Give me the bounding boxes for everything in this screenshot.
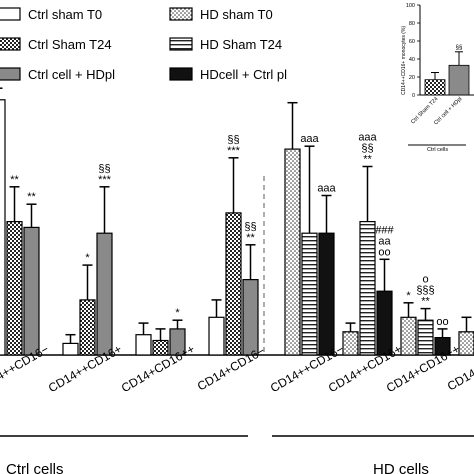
significance-mark: oo — [436, 316, 448, 328]
bar-hd-cells-cd14ppcd16p-hd-sham-t0 — [342, 331, 359, 356]
legend-label-hdcell-p-ctrl-pl: HDcell + Ctrl pl — [200, 67, 287, 82]
legend-label-ctrl-sham-t24: Ctrl Sham T24 — [28, 37, 112, 52]
inset-y-label: CD14++CD16+ monocytes (%) — [401, 26, 407, 95]
significance-mark: ** — [27, 191, 36, 203]
bar-ctrl-cells-cd14pcd16m-ctrl-cell-p-hdpl — [242, 279, 259, 356]
significance-mark: aa — [378, 235, 391, 247]
significance-mark: *** — [227, 145, 241, 157]
inset-y-tick-label: 60 — [409, 39, 415, 45]
legend-label-hd-sham-t24: HD Sham T24 — [200, 37, 282, 52]
legend-label-ctrl-sham-t0: Ctrl sham T0 — [28, 7, 102, 22]
significance-mark: §§ — [227, 134, 239, 146]
bar-hd-cells-cd14ppcd16m-hd-sham-t24 — [301, 232, 318, 356]
bar-ctrl-cells-cd14pcd16pp-ctrl-sham-t24 — [152, 339, 169, 356]
legend-swatch-ctrl-cell-p-hdpl — [0, 67, 21, 81]
significance-mark: * — [85, 252, 90, 264]
inset-bar-ctrl-cell-p-hdpl — [448, 64, 470, 96]
significance-mark: ### — [375, 224, 394, 236]
inset-bar-ctrl-sham-t24 — [424, 79, 446, 96]
group-label-ctrl: Ctrl cells — [6, 461, 64, 474]
bar-hd-cells-cd14pcd16m-hd-sham-t0 — [458, 331, 474, 356]
significance-mark: ** — [10, 174, 19, 186]
legend-label-ctrl-cell-p-hdpl: Ctrl cell + HDpl — [28, 67, 115, 82]
bar-ctrl-cells-cd14ppcd16m-ctrl-sham-t24 — [6, 221, 23, 356]
inset-significance-mark: §§ — [456, 45, 463, 51]
significance-mark: §§ — [361, 143, 373, 155]
group-label-hd: HD cells — [373, 461, 429, 474]
significance-mark: §§§ — [416, 285, 434, 297]
inset-y-tick-label: 100 — [406, 3, 415, 9]
significance-mark: oo — [378, 246, 390, 258]
significance-mark: ** — [246, 232, 255, 244]
significance-mark: *** — [98, 174, 112, 186]
significance-mark: ** — [363, 154, 372, 166]
bar-hd-cells-cd14ppcd16m-hdcell-p-ctrl-pl — [318, 232, 335, 356]
bar-ctrl-cells-cd14ppcd16p-ctrl-cell-p-hdpl — [96, 232, 113, 356]
significance-mark: o — [422, 274, 428, 286]
inset-y-tick-label: 40 — [409, 57, 415, 63]
inset-y-tick-label: 0 — [412, 93, 415, 99]
significance-mark: aaa — [300, 133, 319, 145]
bar-ctrl-cells-cd14ppcd16m-ctrl-cell-p-hdpl — [23, 226, 40, 356]
significance-mark: §§ — [244, 221, 256, 233]
annotations-layer: *****§§****§§***§§**aaaaaaaaa§§**###aaoo… — [10, 132, 448, 328]
legend-swatch-hd-sham-t0 — [169, 7, 193, 21]
legend-swatch-hd-sham-t24 — [169, 37, 193, 51]
bars-layer — [0, 87, 474, 356]
significance-mark: §§ — [98, 163, 110, 175]
bar-ctrl-cells-cd14ppcd16m-ctrl-sham-t0 — [0, 99, 6, 356]
significance-mark: aaa — [317, 183, 336, 195]
significance-mark: * — [175, 307, 180, 319]
inset-y-tick-label: 20 — [409, 75, 415, 81]
legend-swatch-hdcell-p-ctrl-pl — [169, 67, 193, 81]
bar-ctrl-cells-cd14pcd16pp-ctrl-sham-t0 — [135, 334, 152, 356]
bar-ctrl-cells-cd14ppcd16p-ctrl-sham-t24 — [79, 299, 96, 356]
legend: Ctrl sham T0 Ctrl Sham T24 Ctrl cell + HDp… — [0, 7, 287, 82]
bar-hd-cells-cd14pcd16pp-hd-sham-t24 — [417, 319, 434, 356]
bar-hd-cells-cd14pcd16pp-hd-sham-t0 — [400, 316, 417, 356]
legend-swatch-ctrl-sham-t0 — [0, 7, 21, 21]
inset-chart: CD14++CD16+ monocytes (%) Ctrl cells 0 20… — [394, 0, 474, 160]
inset-x-label: Ctrl cells — [427, 147, 448, 153]
legend-swatch-ctrl-sham-t24 — [0, 37, 21, 51]
bar-ctrl-cells-cd14pcd16m-ctrl-sham-t24 — [225, 212, 242, 356]
bar-ctrl-cells-cd14ppcd16p-ctrl-sham-t0 — [62, 342, 79, 356]
significance-mark: aaa — [358, 132, 377, 144]
significance-mark: * — [406, 290, 411, 302]
significance-mark: ** — [421, 296, 430, 308]
bar-hd-cells-cd14ppcd16m-hd-sham-t0 — [284, 148, 301, 356]
bar-ctrl-cells-cd14pcd16m-ctrl-sham-t0 — [208, 316, 225, 356]
bar-hd-cells-cd14ppcd16p-hd-sham-t24 — [359, 221, 376, 356]
inset-y-tick-label: 80 — [409, 21, 415, 27]
legend-label-hd-sham-t0: HD sham T0 — [200, 7, 273, 22]
